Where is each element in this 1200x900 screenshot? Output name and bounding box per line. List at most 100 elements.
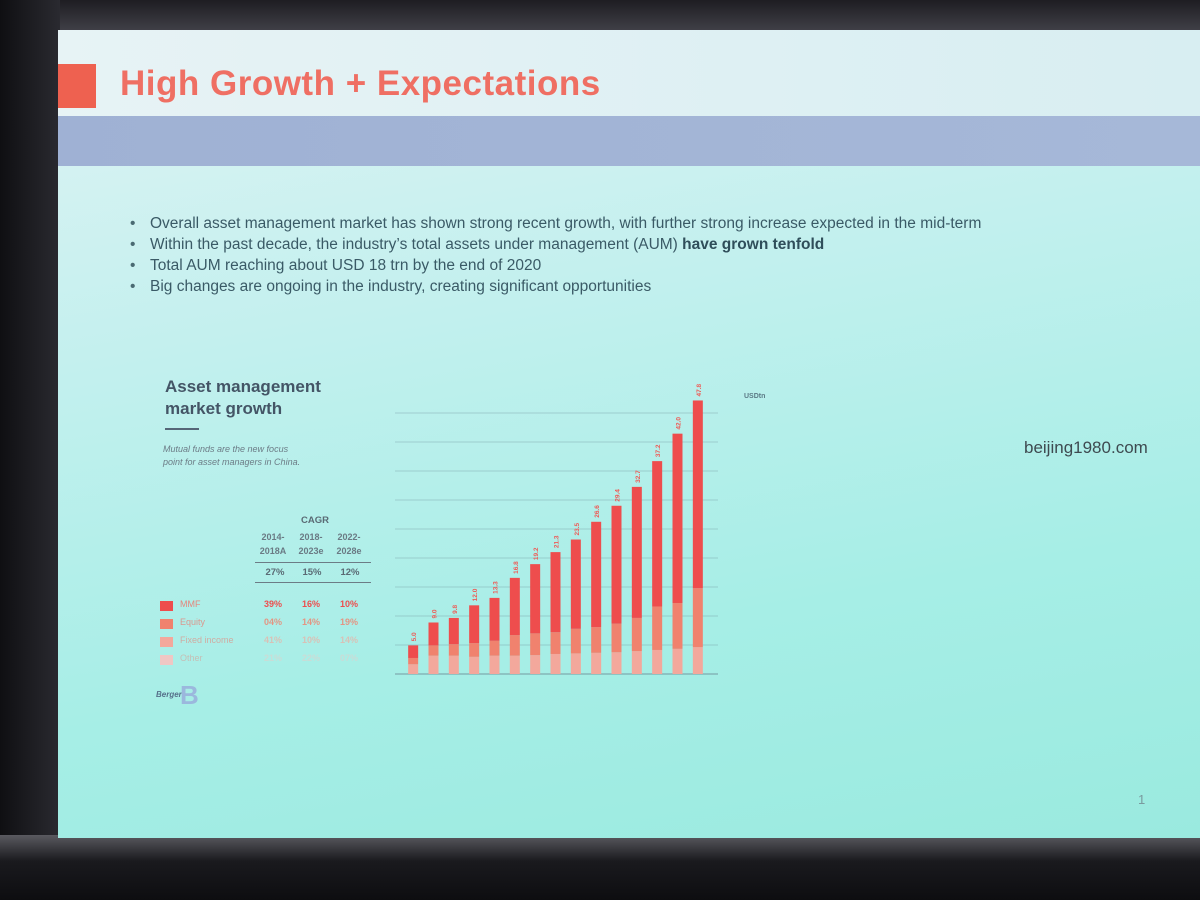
slide-title: High Growth + Expectations <box>120 64 601 103</box>
bar-segment-base <box>469 656 480 674</box>
legend-label: Other <box>180 653 203 663</box>
bar-segment-base <box>428 655 439 674</box>
cagr-total: 15% <box>302 567 322 578</box>
bar-segment-base <box>591 652 602 674</box>
data-label: 13.3 <box>493 581 500 594</box>
cagr-period-line1: 2018- <box>299 532 323 542</box>
berger-logo: Berger B <box>156 680 212 710</box>
bullet-item: Big changes are ongoing in the industry,… <box>128 276 1108 297</box>
legend-label: Fixed income <box>180 635 234 645</box>
data-label: 21.3 <box>554 535 561 548</box>
bar-segment-base <box>672 648 683 674</box>
bullet-item: Overall asset management market has show… <box>128 213 1108 234</box>
bar-segment-top <box>611 505 622 624</box>
chart-title-line2: market growth <box>165 399 283 418</box>
cagr-period: 2014- 2018A <box>253 530 293 558</box>
title-accent-block <box>58 64 96 108</box>
chart-title-rule <box>165 428 199 430</box>
legend-swatch <box>160 601 173 611</box>
legend-swatch <box>160 619 173 629</box>
data-label: 47.8 <box>696 383 703 396</box>
cagr-total: 12% <box>340 567 360 578</box>
bar-segment-middle <box>631 617 642 652</box>
legend-value: 19% <box>339 617 358 627</box>
bar-segment-middle <box>672 603 683 649</box>
legend-item: MMF 39% 16% 10% <box>160 599 380 613</box>
bar-segment-middle <box>550 632 561 654</box>
data-label: 26.6 <box>594 505 601 518</box>
bar-segment-base <box>530 655 541 674</box>
legend-value: 07% <box>339 653 358 663</box>
bar-segment-middle <box>469 643 480 657</box>
legend-value: 16% <box>301 599 320 609</box>
bar-segment-top <box>591 521 602 628</box>
cagr-period-line2: 2018A <box>259 546 287 556</box>
bar-segment-middle <box>611 623 622 653</box>
projector-bezel-bottom <box>0 835 1200 900</box>
cagr-period-line2: 2023e <box>298 546 324 556</box>
legend-swatch <box>160 637 173 647</box>
data-label: 29.4 <box>615 489 622 502</box>
data-label: 16.8 <box>513 561 520 574</box>
bar-segment-middle <box>489 640 500 656</box>
cagr-header: CAGR <box>301 515 329 526</box>
header-band <box>58 116 1200 166</box>
title-bar <box>58 30 1200 118</box>
cagr-divider <box>255 562 371 563</box>
bar-segment-top <box>652 461 663 607</box>
bar-segment-middle <box>530 633 541 656</box>
legend-label: MMF <box>180 599 201 609</box>
legend-value: 14% <box>301 617 320 627</box>
unit-label: USDtn <box>744 393 765 400</box>
bullet-text: Within the past decade, the industry’s t… <box>150 236 683 253</box>
bullet-item: Total AUM reaching about USD 18 trn by t… <box>128 255 1108 276</box>
bar-segment-base <box>550 653 561 674</box>
bar-segment-top <box>489 597 500 641</box>
bar-segment-top <box>509 577 520 636</box>
bar-segment-top <box>448 617 459 645</box>
data-label: 5.0 <box>411 632 418 641</box>
bar-segment-base <box>570 653 581 674</box>
legend-value: 39% <box>263 599 282 609</box>
watermark-text: beijing1980.com <box>1024 438 1148 457</box>
data-label: 9.8 <box>452 604 459 613</box>
bar-segment-base <box>448 655 459 674</box>
logo-text: Berger <box>156 690 182 699</box>
logo-mark-icon: B <box>180 680 199 710</box>
page-number: 1 <box>1138 792 1146 807</box>
bar-segment-middle <box>408 657 419 665</box>
chart-title-line1: Asset management <box>165 377 321 396</box>
legend-value: 41% <box>263 635 282 645</box>
bar-segment-top <box>408 645 419 658</box>
cagr-divider <box>255 582 371 583</box>
legend-value: 22% <box>301 653 320 663</box>
bar-segment-base <box>408 664 419 674</box>
bar-segment-middle <box>428 645 439 656</box>
projector-bezel-left <box>0 0 60 900</box>
presentation-slide: High Growth + Expectations Overall asset… <box>58 30 1200 838</box>
chart-note: Mutual funds are the new focus point for… <box>163 444 301 467</box>
cagr-period: 2018- 2023e <box>291 530 331 558</box>
data-label: 19.2 <box>533 547 540 560</box>
bar-segment-middle <box>448 644 459 656</box>
bar-segment-base <box>489 655 500 674</box>
data-label: 37.2 <box>655 444 662 457</box>
bar-segment-base <box>652 649 663 674</box>
bullet-item: Within the past decade, the industry’s t… <box>128 234 1108 255</box>
bar-chart: 5.0 9.0 9.8 12.0 13.3 16.8 19.2 21.3 23.5 26.6 29.… <box>395 383 765 675</box>
bar-segment-middle <box>509 635 520 656</box>
bar-segment-base <box>509 655 520 674</box>
data-label: 9.0 <box>432 609 439 618</box>
bar-segment-base <box>692 647 703 674</box>
cagr-period-line1: 2022- <box>337 532 361 542</box>
bullet-bold-text: have grown tenfold <box>682 236 825 253</box>
bullet-list: Overall asset management market has show… <box>128 213 1108 297</box>
bullet-text: Total AUM reaching about USD 18 trn by t… <box>150 257 542 274</box>
legend-value: 21% <box>263 653 282 663</box>
bar-segment-top <box>570 539 581 629</box>
data-label: 32.7 <box>635 470 642 483</box>
legend-swatch <box>160 655 173 665</box>
legend-value: 10% <box>339 599 358 609</box>
bar-segment-middle <box>591 627 602 653</box>
bar-segment-middle <box>570 628 581 654</box>
